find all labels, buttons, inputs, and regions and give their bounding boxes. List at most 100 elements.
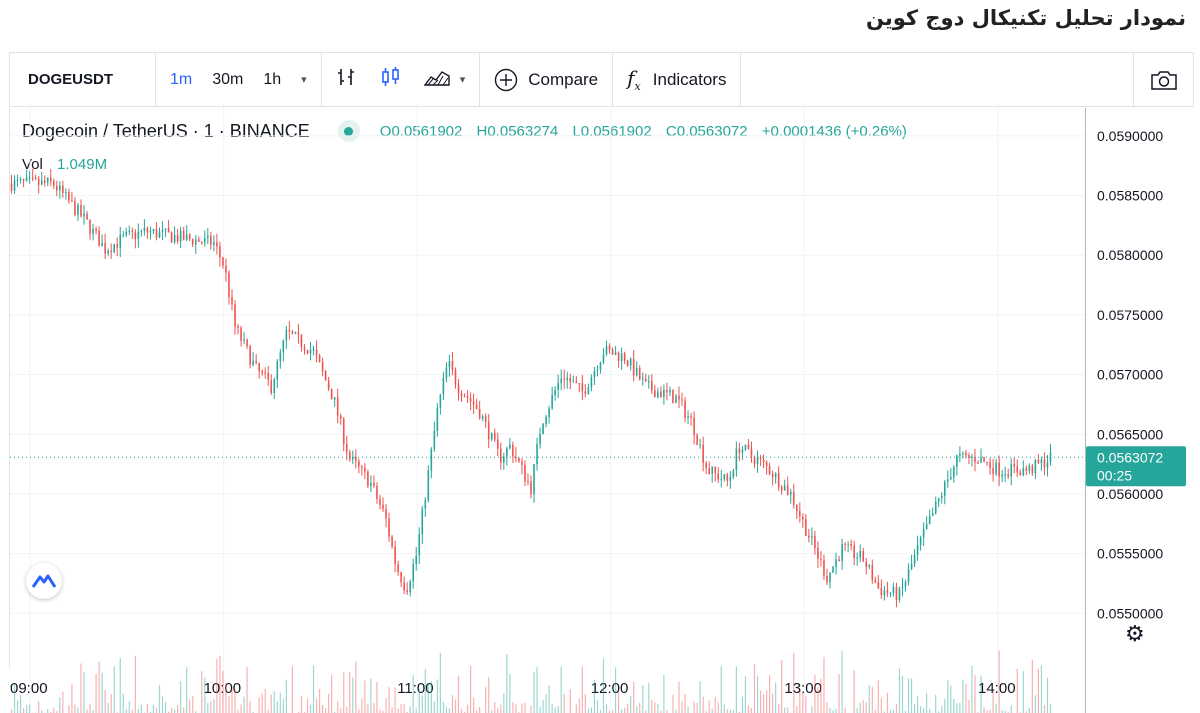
volume-bar bbox=[621, 709, 623, 713]
volume-bar bbox=[608, 710, 611, 713]
candle-body bbox=[499, 448, 502, 463]
candle-body bbox=[276, 361, 279, 380]
candle-body bbox=[811, 535, 813, 538]
chevron-down-icon[interactable]: ▾ bbox=[459, 74, 466, 86]
volume-bar bbox=[1049, 703, 1052, 713]
candle-body bbox=[421, 508, 424, 535]
volume-bar bbox=[859, 702, 861, 713]
volume-bar bbox=[110, 693, 112, 713]
candle-body bbox=[104, 243, 106, 254]
interval-30m-button[interactable]: 30m bbox=[212, 70, 244, 88]
candle-body bbox=[10, 183, 13, 191]
candle-body bbox=[185, 234, 188, 240]
candle-body bbox=[487, 421, 490, 440]
candle-body bbox=[515, 456, 517, 459]
candle-body bbox=[786, 485, 789, 495]
candle-body bbox=[19, 179, 22, 181]
candle-body bbox=[832, 566, 834, 573]
volume-bar bbox=[835, 708, 837, 713]
volume-bar bbox=[267, 709, 269, 713]
volume-bar bbox=[38, 701, 40, 713]
volume-bar bbox=[753, 664, 756, 713]
candle-body bbox=[548, 408, 550, 417]
candle-body bbox=[1037, 459, 1040, 464]
ohlc-change: +0.0001436 (+0.26%) bbox=[761, 122, 907, 140]
chart-pane[interactable] bbox=[9, 108, 1085, 668]
volume-bar bbox=[986, 710, 988, 713]
volume-bar bbox=[729, 709, 731, 713]
candle-body bbox=[1007, 474, 1010, 477]
volume-bar bbox=[717, 702, 719, 713]
area-chart-icon[interactable] bbox=[423, 67, 450, 92]
volume-bar bbox=[186, 667, 188, 713]
candle-body bbox=[1013, 463, 1016, 467]
candle-body bbox=[131, 230, 134, 233]
candle-body bbox=[850, 543, 852, 546]
volume-bar bbox=[762, 694, 765, 713]
volume-bar bbox=[113, 666, 115, 713]
candle-body bbox=[89, 219, 91, 234]
candle-body bbox=[149, 231, 152, 233]
candle-body bbox=[871, 565, 874, 580]
volume-bar bbox=[666, 709, 668, 713]
symbol-search-button[interactable]: DOGEUSDT bbox=[10, 53, 156, 106]
candle-body bbox=[1046, 462, 1049, 468]
candle-body bbox=[1004, 474, 1006, 476]
volume-bar bbox=[328, 693, 330, 713]
volume-bar bbox=[910, 678, 913, 713]
candle-body bbox=[892, 586, 895, 593]
volume-bar bbox=[427, 684, 429, 713]
tradingview-logo-icon[interactable] bbox=[26, 563, 62, 599]
y-tick-label: 0.0555000 bbox=[1097, 546, 1163, 562]
volume-bar bbox=[412, 675, 414, 713]
candle-body bbox=[581, 383, 584, 392]
market-status-icon[interactable] bbox=[337, 120, 360, 142]
volume-bar bbox=[382, 710, 384, 713]
volume-bar bbox=[614, 667, 617, 713]
volume-bar bbox=[379, 709, 381, 713]
compare-button[interactable]: Compare bbox=[480, 53, 614, 106]
candle-body bbox=[463, 396, 466, 398]
candle-body bbox=[820, 558, 822, 560]
bar-chart-icon[interactable] bbox=[336, 66, 358, 93]
candle-body bbox=[430, 448, 433, 471]
candle-body bbox=[415, 555, 418, 565]
candle-body bbox=[170, 232, 173, 243]
volume-bar bbox=[916, 696, 919, 713]
candle-body bbox=[279, 352, 282, 362]
candle-body bbox=[321, 361, 324, 372]
chevron-down-icon[interactable]: ▾ bbox=[301, 74, 307, 86]
candle-body bbox=[255, 360, 257, 363]
candle-body bbox=[137, 231, 140, 239]
volume-bar bbox=[509, 673, 511, 713]
volume-bar bbox=[699, 681, 701, 713]
candle-body bbox=[681, 399, 683, 401]
volume-bar bbox=[651, 699, 653, 713]
interval-1h-button[interactable]: 1h bbox=[263, 70, 282, 88]
candle-body bbox=[962, 452, 964, 454]
volume-bar bbox=[883, 711, 885, 713]
volume-bar bbox=[765, 690, 768, 713]
candle-body bbox=[635, 367, 638, 376]
volume-bar bbox=[22, 708, 25, 713]
volume-bar bbox=[309, 704, 312, 713]
camera-icon[interactable] bbox=[1133, 53, 1193, 106]
volume-bar bbox=[128, 701, 130, 713]
volume-bar bbox=[285, 679, 287, 713]
volume-bar bbox=[587, 708, 589, 713]
candlestick-icon[interactable] bbox=[380, 66, 402, 93]
volume-bar bbox=[104, 689, 106, 713]
candle-body bbox=[243, 339, 245, 341]
interval-1m-button[interactable]: 1m bbox=[170, 70, 193, 88]
candle-body bbox=[702, 444, 704, 464]
candle-body bbox=[125, 231, 128, 235]
candle-body bbox=[478, 408, 481, 419]
volume-bar bbox=[19, 694, 22, 713]
candle-body bbox=[977, 462, 979, 464]
indicators-button[interactable]: fx Indicators bbox=[613, 53, 742, 106]
candle-body bbox=[176, 235, 179, 242]
candle-body bbox=[34, 177, 37, 179]
gear-icon[interactable]: ⚙ bbox=[1125, 621, 1145, 646]
candle-body bbox=[128, 230, 131, 232]
candle-body bbox=[928, 515, 931, 525]
